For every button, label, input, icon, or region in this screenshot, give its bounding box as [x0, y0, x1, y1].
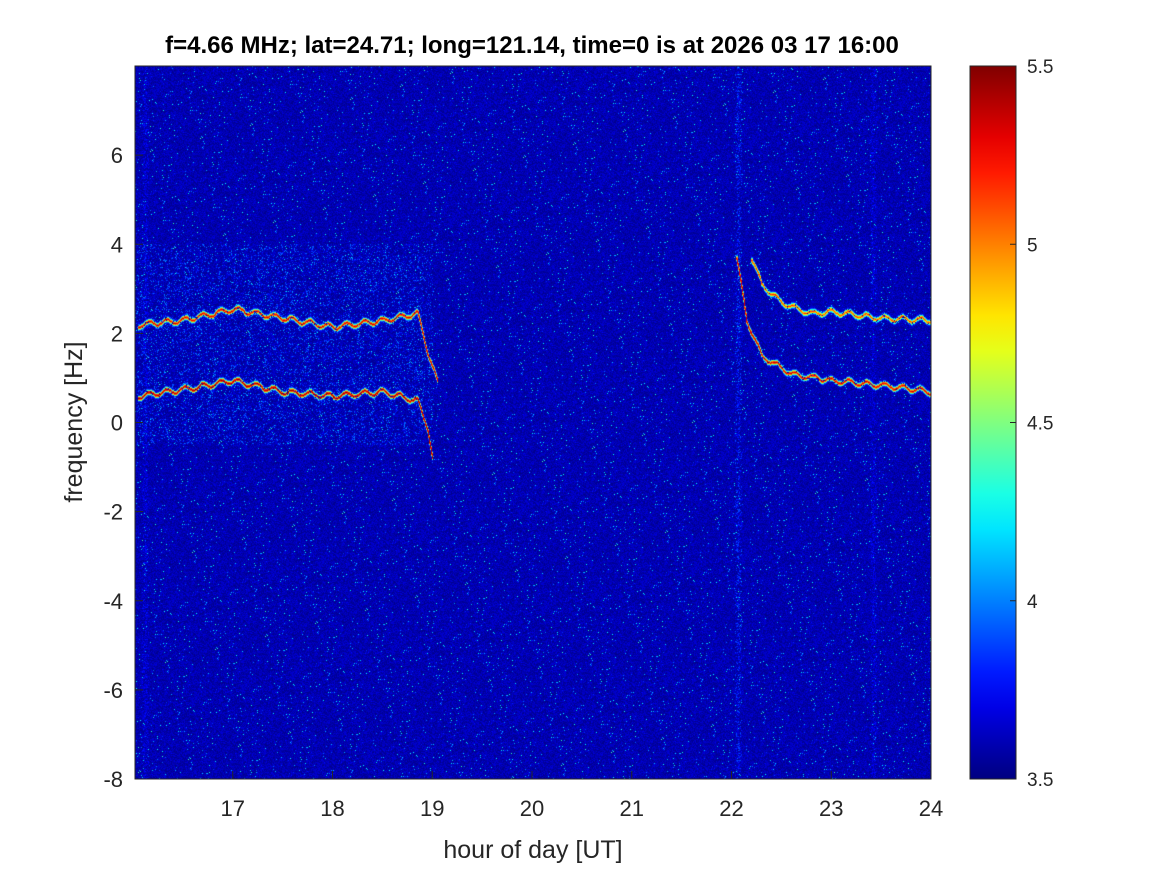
colorbar-tick-label: 4: [1027, 592, 1038, 613]
x-tick-label: 17: [221, 796, 245, 821]
x-tick-label: 18: [320, 796, 344, 821]
x-tick-label: 21: [620, 796, 644, 821]
y-tick-label: 0: [111, 411, 123, 436]
y-axis: -8 -6 -4 -2 0 2 4 6: [103, 143, 143, 792]
y-tick-label: -6: [103, 678, 123, 703]
y-axis-label: frequency [Hz]: [60, 341, 88, 502]
chart-title: f=4.66 MHz; lat=24.71; long=121.14, time…: [165, 32, 899, 59]
y-tick-label: 6: [111, 143, 123, 168]
x-tick-label: 22: [719, 796, 743, 821]
spectrogram-plot-area: [135, 66, 931, 779]
y-tick-label: -8: [103, 767, 123, 792]
colorbar-tick-label: 5.5: [1027, 57, 1053, 78]
x-tick-label: 19: [420, 796, 444, 821]
colorbar: [969, 65, 1017, 780]
x-axis: 17 18 19 20 21 22 23 24: [221, 771, 943, 821]
y-tick-label: 4: [111, 232, 123, 257]
x-tick-label: 20: [520, 796, 544, 821]
y-tick-label: -2: [103, 500, 123, 525]
colorbar-tick-label: 4.5: [1027, 414, 1053, 435]
x-tick-label: 24: [919, 796, 943, 821]
colorbar-ticks: 3.5 4 4.5 5 5.5: [1010, 57, 1053, 791]
y-tick-label: 2: [111, 321, 123, 346]
x-axis-label: hour of day [UT]: [443, 836, 622, 864]
x-tick-label: 23: [819, 796, 843, 821]
colorbar-tick-label: 3.5: [1027, 770, 1053, 791]
y-tick-label: -4: [103, 589, 123, 614]
colorbar-tick-label: 5: [1027, 235, 1038, 256]
